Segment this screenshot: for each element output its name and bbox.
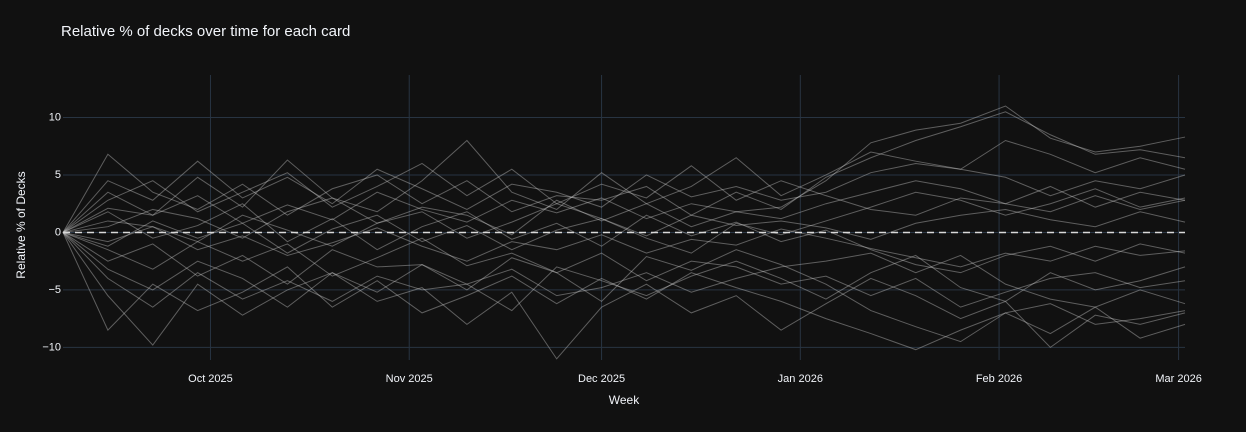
series-line	[62, 232, 1186, 360]
y-axis-title: Relative % of Decks	[14, 171, 28, 278]
x-tick-label: Mar 2026	[1155, 373, 1201, 385]
series-line	[62, 232, 1186, 351]
x-tick-label: Dec 2025	[578, 373, 625, 385]
series-line	[62, 188, 1186, 254]
y-tick-label: 10	[49, 111, 61, 123]
series-line	[62, 226, 1186, 268]
series-line	[62, 111, 1186, 233]
series-line	[62, 203, 1186, 274]
chart-title: Relative % of decks over time for each c…	[61, 23, 350, 40]
y-tick-label: −10	[42, 341, 61, 353]
series-line	[62, 232, 1186, 308]
series-line	[62, 162, 1186, 233]
x-tick-label: Feb 2026	[976, 373, 1022, 385]
y-tick-label: −5	[48, 284, 61, 296]
series-line	[62, 203, 1186, 247]
series-line	[62, 105, 1186, 233]
x-tick-label: Oct 2025	[188, 373, 233, 385]
x-tick-label: Jan 2026	[778, 373, 823, 385]
series-line	[62, 231, 1186, 343]
series-line	[62, 232, 1186, 308]
y-tick-label: 0	[55, 226, 61, 238]
y-tick-label: 5	[55, 169, 61, 181]
x-tick-label: Nov 2025	[386, 373, 433, 385]
x-axis-title: Week	[609, 393, 640, 407]
series-line	[62, 180, 1186, 239]
series-line	[62, 139, 1186, 233]
series-line	[62, 160, 1186, 233]
series-line	[62, 232, 1186, 312]
